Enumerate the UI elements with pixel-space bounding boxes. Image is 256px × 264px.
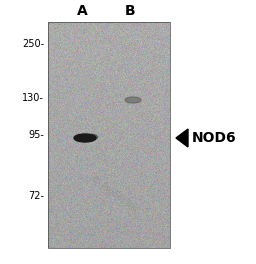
Text: NOD6: NOD6 <box>192 131 237 145</box>
Ellipse shape <box>74 134 96 142</box>
Text: 72-: 72- <box>28 191 44 201</box>
Polygon shape <box>176 129 188 147</box>
Text: © ProSci Inc.: © ProSci Inc. <box>88 175 142 215</box>
Text: 250-: 250- <box>22 39 44 49</box>
Text: 130-: 130- <box>22 93 44 103</box>
Text: B: B <box>125 4 135 18</box>
Text: A: A <box>77 4 87 18</box>
Text: 95-: 95- <box>28 130 44 140</box>
Ellipse shape <box>84 134 98 140</box>
Ellipse shape <box>125 97 141 103</box>
Bar <box>48 22 170 248</box>
